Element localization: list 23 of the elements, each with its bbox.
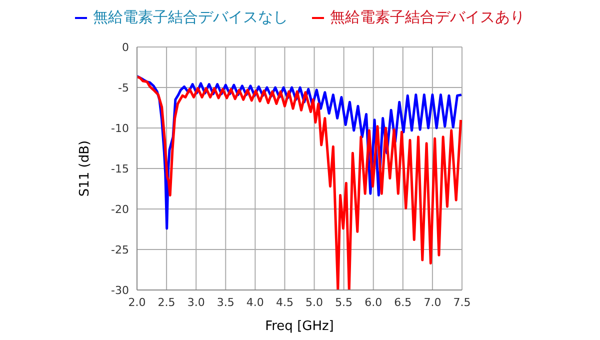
y-tick-label: -15 [111,162,129,176]
x-tick-label: 5.5 [335,296,353,309]
y-axis-title: S11 (dB) [78,140,93,197]
y-tick-label: -5 [118,81,129,94]
y-tick-label: -20 [111,202,129,216]
x-tick-label: 6.0 [364,296,382,309]
x-tick-label: 3.0 [187,296,205,309]
legend-label: 無給電素子結合デバイスなし [93,8,288,27]
x-tick-label: 3.5 [216,296,234,309]
x-tick-label: 2.0 [128,296,146,309]
x-axis-title: Freq [GHz] [265,319,334,334]
x-tick-label: 4.0 [246,296,264,309]
y-tick-label: -30 [111,284,129,297]
x-tick-label: 2.5 [158,296,176,309]
x-tick-label: 4.5 [276,296,294,309]
x-tick-label: 7.0 [424,296,442,309]
y-tick-label: -25 [111,243,129,256]
legend-label: 無給電素子結合デバイスあり [330,8,525,27]
y-tick-label: -10 [111,122,129,135]
x-tick-label: 6.5 [394,296,412,309]
y-tick-label: 0 [122,40,129,54]
x-tick-label: 5.0 [306,296,324,309]
x-tick-label: 7.5 [453,296,471,309]
